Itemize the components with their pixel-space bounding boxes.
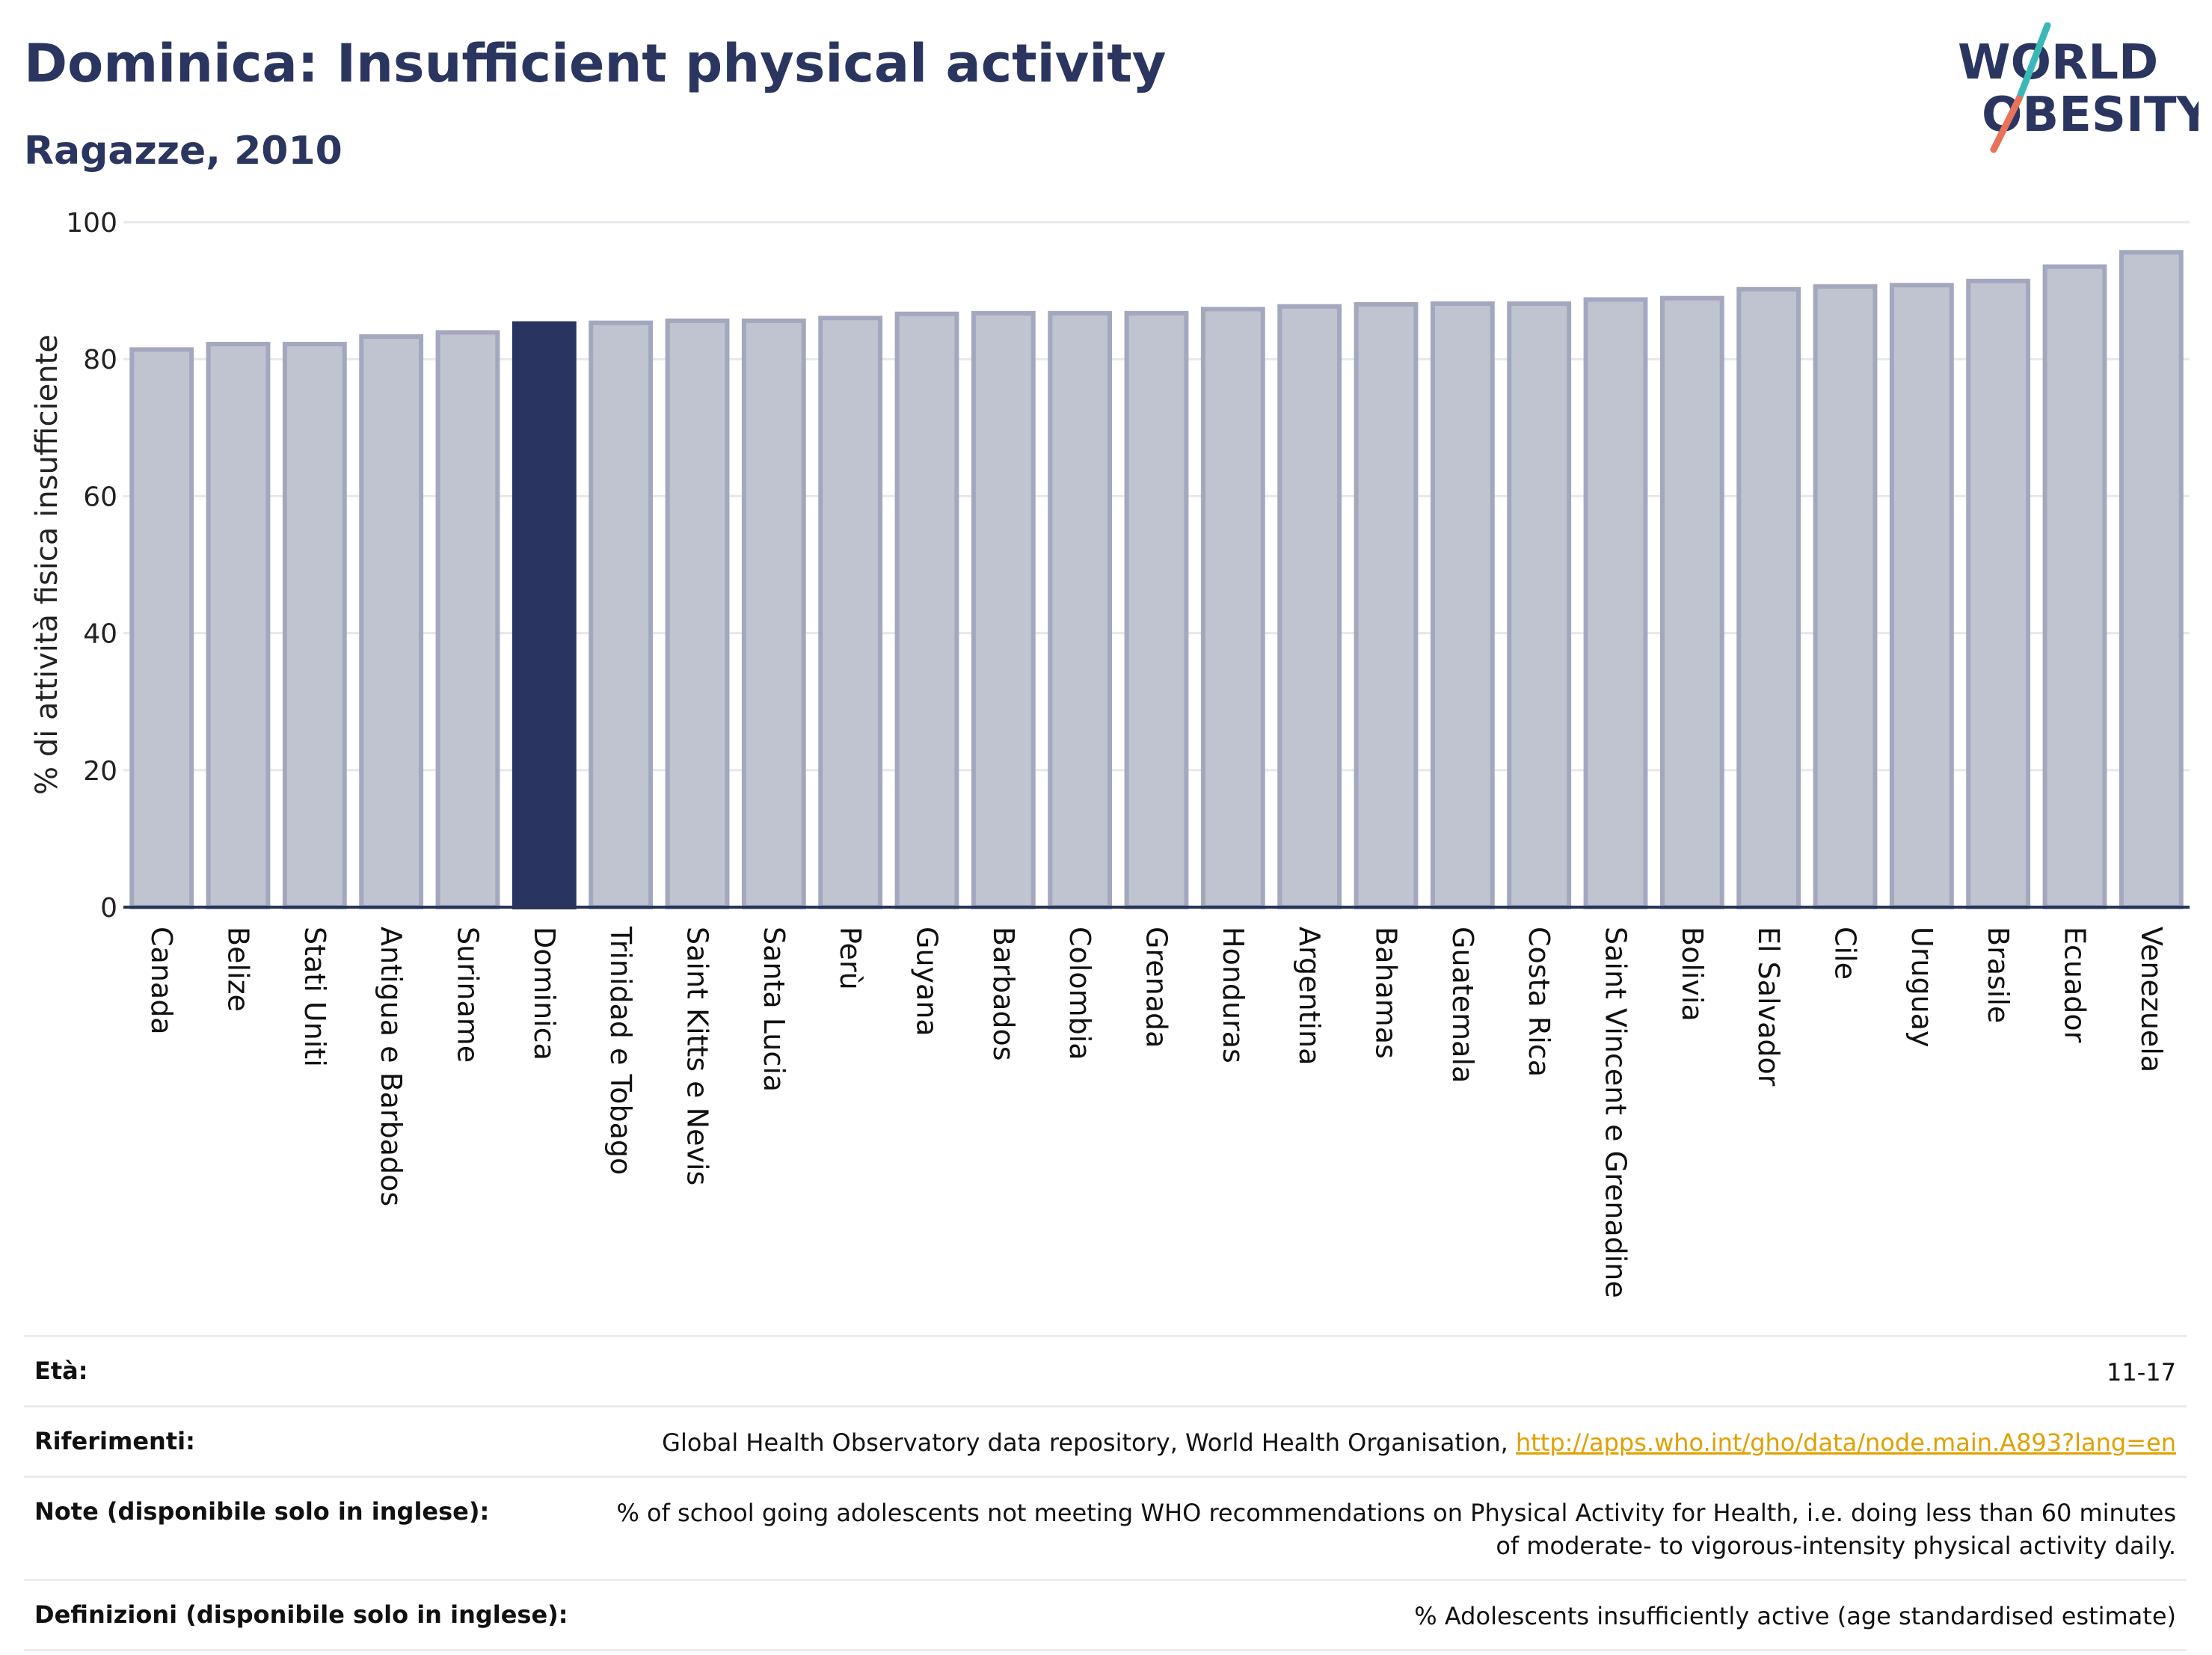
- x-tick-label: Dominica: [528, 927, 561, 1060]
- x-tick-label: Uruguay: [1905, 927, 1938, 1048]
- bar: [1354, 301, 1419, 910]
- bar: [435, 330, 500, 909]
- x-tick-label: Cile: [1829, 927, 1862, 980]
- y-axis-label: % di attività fisica insufficiente: [30, 334, 64, 795]
- bar-chart: 0 20 40 60 80 100 % di attività fisica insuffi…: [30, 208, 2190, 1298]
- info-value: Global Health Observatory data repositor…: [662, 1427, 2176, 1459]
- info-value-text: Global Health Observatory data repositor…: [662, 1428, 1508, 1458]
- x-tick-label: Venezuela: [2135, 927, 2168, 1072]
- x-tick-label: Trinidad e Tobago: [604, 926, 637, 1175]
- logo-text-world: WORLD: [1958, 35, 2158, 90]
- info-value: % of school going adolescents not meetin…: [606, 1497, 2176, 1562]
- x-tick-label: Santa Lucia: [758, 927, 790, 1092]
- world-obesity-logo: WORLD OBESITY: [1958, 22, 2199, 153]
- info-value: % Adolescents insufficiently active (age…: [1414, 1600, 2176, 1633]
- info-label: Età:: [34, 1357, 88, 1385]
- x-tick-label: Colombia: [1063, 927, 1096, 1060]
- info-value-text: 11-17: [2107, 1358, 2176, 1387]
- info-row: Riferimenti: Global Health Observatory da…: [24, 1405, 2187, 1476]
- x-tick-label: Guyana: [911, 927, 944, 1037]
- x-tick-label: Honduras: [1217, 927, 1250, 1063]
- bar: [1277, 304, 1342, 909]
- y-tick-label: 60: [83, 482, 117, 512]
- x-tick-label: Barbados: [987, 927, 1020, 1061]
- x-tick-label: Bolivia: [1676, 927, 1709, 1022]
- bar: [1659, 295, 1724, 909]
- x-tick-label: Stati Uniti: [298, 927, 331, 1067]
- x-tick-label: Brasile: [1982, 927, 2015, 1023]
- x-tick-label: Guatemala: [1446, 927, 1479, 1083]
- bar: [1966, 278, 2031, 909]
- page-subtitle: Ragazze, 2010: [24, 129, 342, 174]
- info-value-text: % of school going adolescents not meetin…: [616, 1499, 2176, 1560]
- bar: [1813, 284, 1878, 909]
- x-tick-label: Argentina: [1293, 927, 1326, 1065]
- info-row: Note (disponibile solo in inglese): % of …: [24, 1476, 2187, 1578]
- info-label: Riferimenti:: [34, 1427, 195, 1456]
- bar: [2042, 264, 2107, 910]
- bar: [1124, 310, 1189, 909]
- x-tick-label: Perù: [834, 927, 867, 990]
- info-label: Note (disponibile solo in inglese):: [34, 1497, 490, 1526]
- y-tick-label: 20: [83, 756, 117, 787]
- y-tick-label: 100: [66, 208, 117, 239]
- info-table: Età: 11-17 Riferimenti: Global Health Obser…: [24, 1335, 2187, 1651]
- page-title: Dominica: Insufficient physical activity: [24, 33, 1167, 94]
- logo-slash-coral: [1990, 95, 2023, 153]
- bar: [1889, 283, 1954, 910]
- bar: [2119, 250, 2184, 909]
- bar: [1430, 301, 1495, 909]
- y-tick-label: 0: [100, 893, 117, 924]
- info-row: Età: 11-17: [24, 1335, 2187, 1405]
- bar: [1583, 297, 1648, 909]
- x-tick-label: Ecuador: [2059, 927, 2092, 1043]
- x-tick-label: Grenada: [1140, 927, 1173, 1048]
- x-tick-label: Antigua e Barbados: [375, 927, 408, 1206]
- bar: [741, 318, 806, 909]
- x-tick-label: Saint Kitts e Nevis: [681, 927, 714, 1185]
- x-tick-label: Costa Rica: [1523, 927, 1555, 1077]
- bar: [206, 342, 271, 910]
- bar: [282, 342, 347, 910]
- x-tick-label: Belize: [222, 927, 255, 1012]
- x-tick-label: El Salvador: [1752, 927, 1785, 1087]
- x-tick-label: Bahamas: [1370, 927, 1403, 1059]
- info-row: Definizioni (disponibile solo in inglese…: [24, 1578, 2187, 1651]
- bar: [359, 334, 424, 909]
- bar: [589, 320, 654, 910]
- bar: [665, 318, 730, 909]
- bar: [1736, 286, 1801, 909]
- bar: [1200, 307, 1265, 910]
- bar: [894, 311, 959, 909]
- y-tick-label: 40: [83, 619, 117, 650]
- info-value: 11-17: [2107, 1357, 2176, 1389]
- bar: [1048, 310, 1113, 909]
- x-tick-label: Suriname: [452, 927, 485, 1063]
- bar: [511, 321, 577, 909]
- y-tick-label: 80: [83, 345, 117, 375]
- bar: [129, 347, 194, 910]
- bar: [971, 310, 1036, 909]
- bar: [818, 316, 883, 909]
- x-tick-label: Saint Vincent e Grenadine: [1600, 927, 1632, 1298]
- logo-slash-teal: [2015, 22, 2051, 102]
- x-tick-label: Canada: [145, 927, 178, 1035]
- reference-link[interactable]: http://apps.who.int/gho/data/node.main.A…: [1515, 1428, 2176, 1458]
- info-label: Definizioni (disponibile solo in inglese…: [34, 1600, 568, 1629]
- bar: [1507, 301, 1572, 909]
- info-value-text: % Adolescents insufficiently active (age…: [1414, 1601, 2176, 1630]
